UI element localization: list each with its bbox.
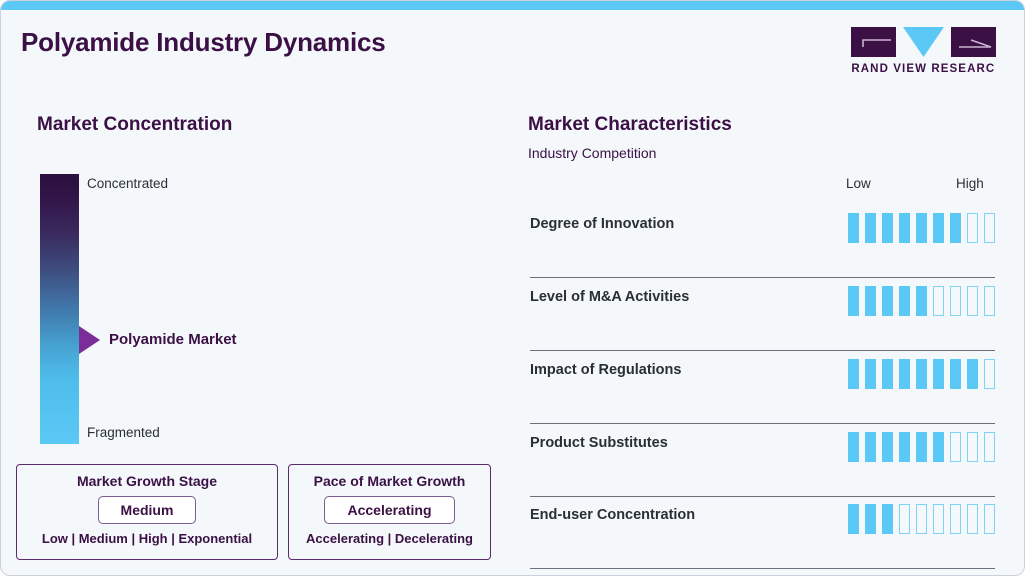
rating-segment-filled bbox=[882, 286, 893, 316]
rating-segment-filled bbox=[899, 213, 910, 243]
pace-of-market-growth-card: Pace of Market Growth Accelerating Accel… bbox=[288, 464, 491, 560]
rating-segment-empty bbox=[967, 504, 978, 534]
row-divider bbox=[530, 350, 995, 351]
rating-segment-filled bbox=[933, 213, 944, 243]
scale-label-low: Low bbox=[846, 176, 871, 191]
rating-segment-filled bbox=[882, 432, 893, 462]
rating-segment-filled bbox=[865, 286, 876, 316]
scale-label-fragmented: Fragmented bbox=[87, 425, 160, 440]
market-growth-stage-card: Market Growth Stage Medium Low | Medium … bbox=[16, 464, 278, 560]
pace-of-market-growth-value: Accelerating bbox=[324, 496, 455, 524]
rating-segment-filled bbox=[950, 213, 961, 243]
rating-segment-filled bbox=[933, 432, 944, 462]
market-concentration-heading: Market Concentration bbox=[37, 114, 233, 135]
rating-segment-empty bbox=[967, 432, 978, 462]
rating-segment-filled bbox=[899, 432, 910, 462]
rating-segment-filled bbox=[882, 213, 893, 243]
characteristic-row: Product Substitutes bbox=[530, 425, 995, 497]
rating-segment-filled bbox=[848, 213, 859, 243]
page-title: Polyamide Industry Dynamics bbox=[21, 27, 386, 57]
rating-segment-filled bbox=[882, 359, 893, 389]
concentration-gradient-bar bbox=[40, 174, 79, 444]
rating-segment-filled bbox=[933, 359, 944, 389]
rating-segment-empty bbox=[984, 432, 995, 462]
rating-segment-empty bbox=[933, 504, 944, 534]
characteristic-label: Product Substitutes bbox=[530, 435, 668, 451]
rating-segment-filled bbox=[865, 213, 876, 243]
market-growth-stage-options: Low | Medium | High | Exponential bbox=[41, 531, 253, 546]
characteristic-rating-bars bbox=[848, 359, 995, 389]
characteristic-row: Level of M&A Activities bbox=[530, 279, 995, 351]
rating-segment-filled bbox=[950, 359, 961, 389]
logo-text: GRAND VIEW RESEARCH bbox=[851, 63, 996, 75]
pace-of-market-growth-options: Accelerating | Decelerating bbox=[306, 531, 473, 546]
rating-segment-empty bbox=[933, 286, 944, 316]
characteristic-rating-bars bbox=[848, 432, 995, 462]
rating-segment-empty bbox=[899, 504, 910, 534]
rating-segment-empty bbox=[984, 359, 995, 389]
rating-segment-filled bbox=[916, 432, 927, 462]
top-accent-bar bbox=[1, 1, 1024, 10]
scale-label-concentrated: Concentrated bbox=[87, 176, 169, 191]
rating-segment-filled bbox=[848, 286, 859, 316]
characteristic-label: Level of M&A Activities bbox=[530, 289, 690, 305]
rating-segment-filled bbox=[899, 286, 910, 316]
rating-segment-empty bbox=[916, 504, 927, 534]
market-characteristics-subheading: Industry Competition bbox=[528, 145, 657, 161]
characteristic-rating-bars bbox=[848, 504, 995, 534]
market-position-label: Polyamide Market bbox=[109, 331, 237, 348]
rating-segment-filled bbox=[916, 286, 927, 316]
rating-segment-empty bbox=[950, 432, 961, 462]
rating-segment-filled bbox=[865, 432, 876, 462]
row-divider bbox=[530, 496, 995, 497]
rating-segment-empty bbox=[950, 286, 961, 316]
rating-segment-empty bbox=[984, 213, 995, 243]
characteristic-label: Degree of Innovation bbox=[530, 216, 675, 232]
market-characteristics-heading: Market Characteristics bbox=[528, 114, 732, 135]
rating-segment-filled bbox=[848, 359, 859, 389]
row-divider bbox=[530, 568, 995, 569]
rating-segment-empty bbox=[950, 504, 961, 534]
rating-segment-filled bbox=[967, 359, 978, 389]
rating-segment-filled bbox=[899, 359, 910, 389]
characteristic-row: Impact of Regulations bbox=[530, 352, 995, 424]
characteristic-row: End-user Concentration bbox=[530, 497, 995, 569]
market-growth-stage-title: Market Growth Stage bbox=[76, 473, 218, 489]
rating-segment-filled bbox=[882, 504, 893, 534]
rating-segment-empty bbox=[967, 286, 978, 316]
rating-segment-empty bbox=[967, 213, 978, 243]
rating-segment-filled bbox=[865, 504, 876, 534]
characteristic-rating-bars bbox=[848, 213, 995, 243]
characteristic-rating-bars bbox=[848, 286, 995, 316]
rating-segment-filled bbox=[916, 359, 927, 389]
market-growth-stage-value: Medium bbox=[97, 496, 197, 524]
rating-segment-filled bbox=[848, 504, 859, 534]
rating-segment-filled bbox=[916, 213, 927, 243]
logo-icon: GRAND VIEW RESEARCH bbox=[851, 27, 996, 75]
pace-of-market-growth-title: Pace of Market Growth bbox=[313, 473, 466, 489]
scale-label-high: High bbox=[956, 176, 984, 191]
rating-segment-empty bbox=[984, 286, 995, 316]
rating-segment-empty bbox=[984, 504, 995, 534]
rating-segment-filled bbox=[848, 432, 859, 462]
characteristic-label: Impact of Regulations bbox=[530, 362, 682, 378]
characteristic-label: End-user Concentration bbox=[530, 507, 696, 523]
row-divider bbox=[530, 423, 995, 424]
rating-segment-filled bbox=[865, 359, 876, 389]
market-position-arrow-icon bbox=[79, 326, 100, 354]
grand-view-research-logo: GRAND VIEW RESEARCH bbox=[851, 27, 996, 77]
row-divider bbox=[530, 277, 995, 278]
characteristic-row: Degree of Innovation bbox=[530, 206, 995, 278]
